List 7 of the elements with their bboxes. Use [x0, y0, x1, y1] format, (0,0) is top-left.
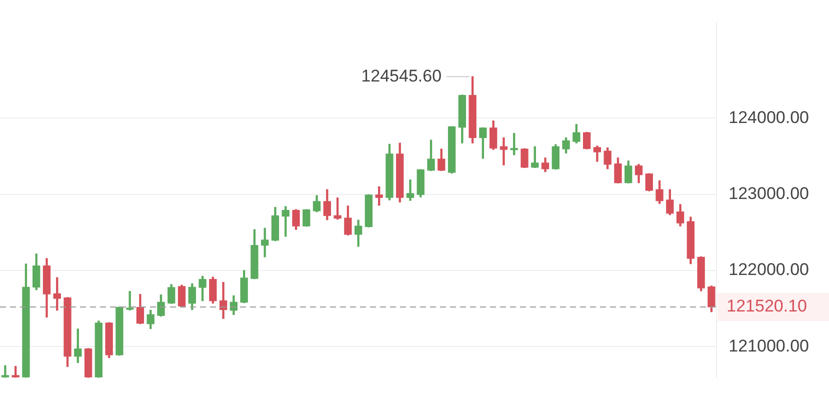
y-tick-label: 122000.00: [728, 260, 810, 280]
candlestick: [500, 137, 508, 166]
y-tick-label: 121000.00: [728, 336, 810, 356]
y-tick-label: 123000.00: [728, 184, 810, 203]
y-tick-label: 124000.00: [728, 108, 810, 127]
ref-line-label: 121520.10: [726, 296, 808, 316]
annotation: 124545.60: [361, 66, 442, 86]
